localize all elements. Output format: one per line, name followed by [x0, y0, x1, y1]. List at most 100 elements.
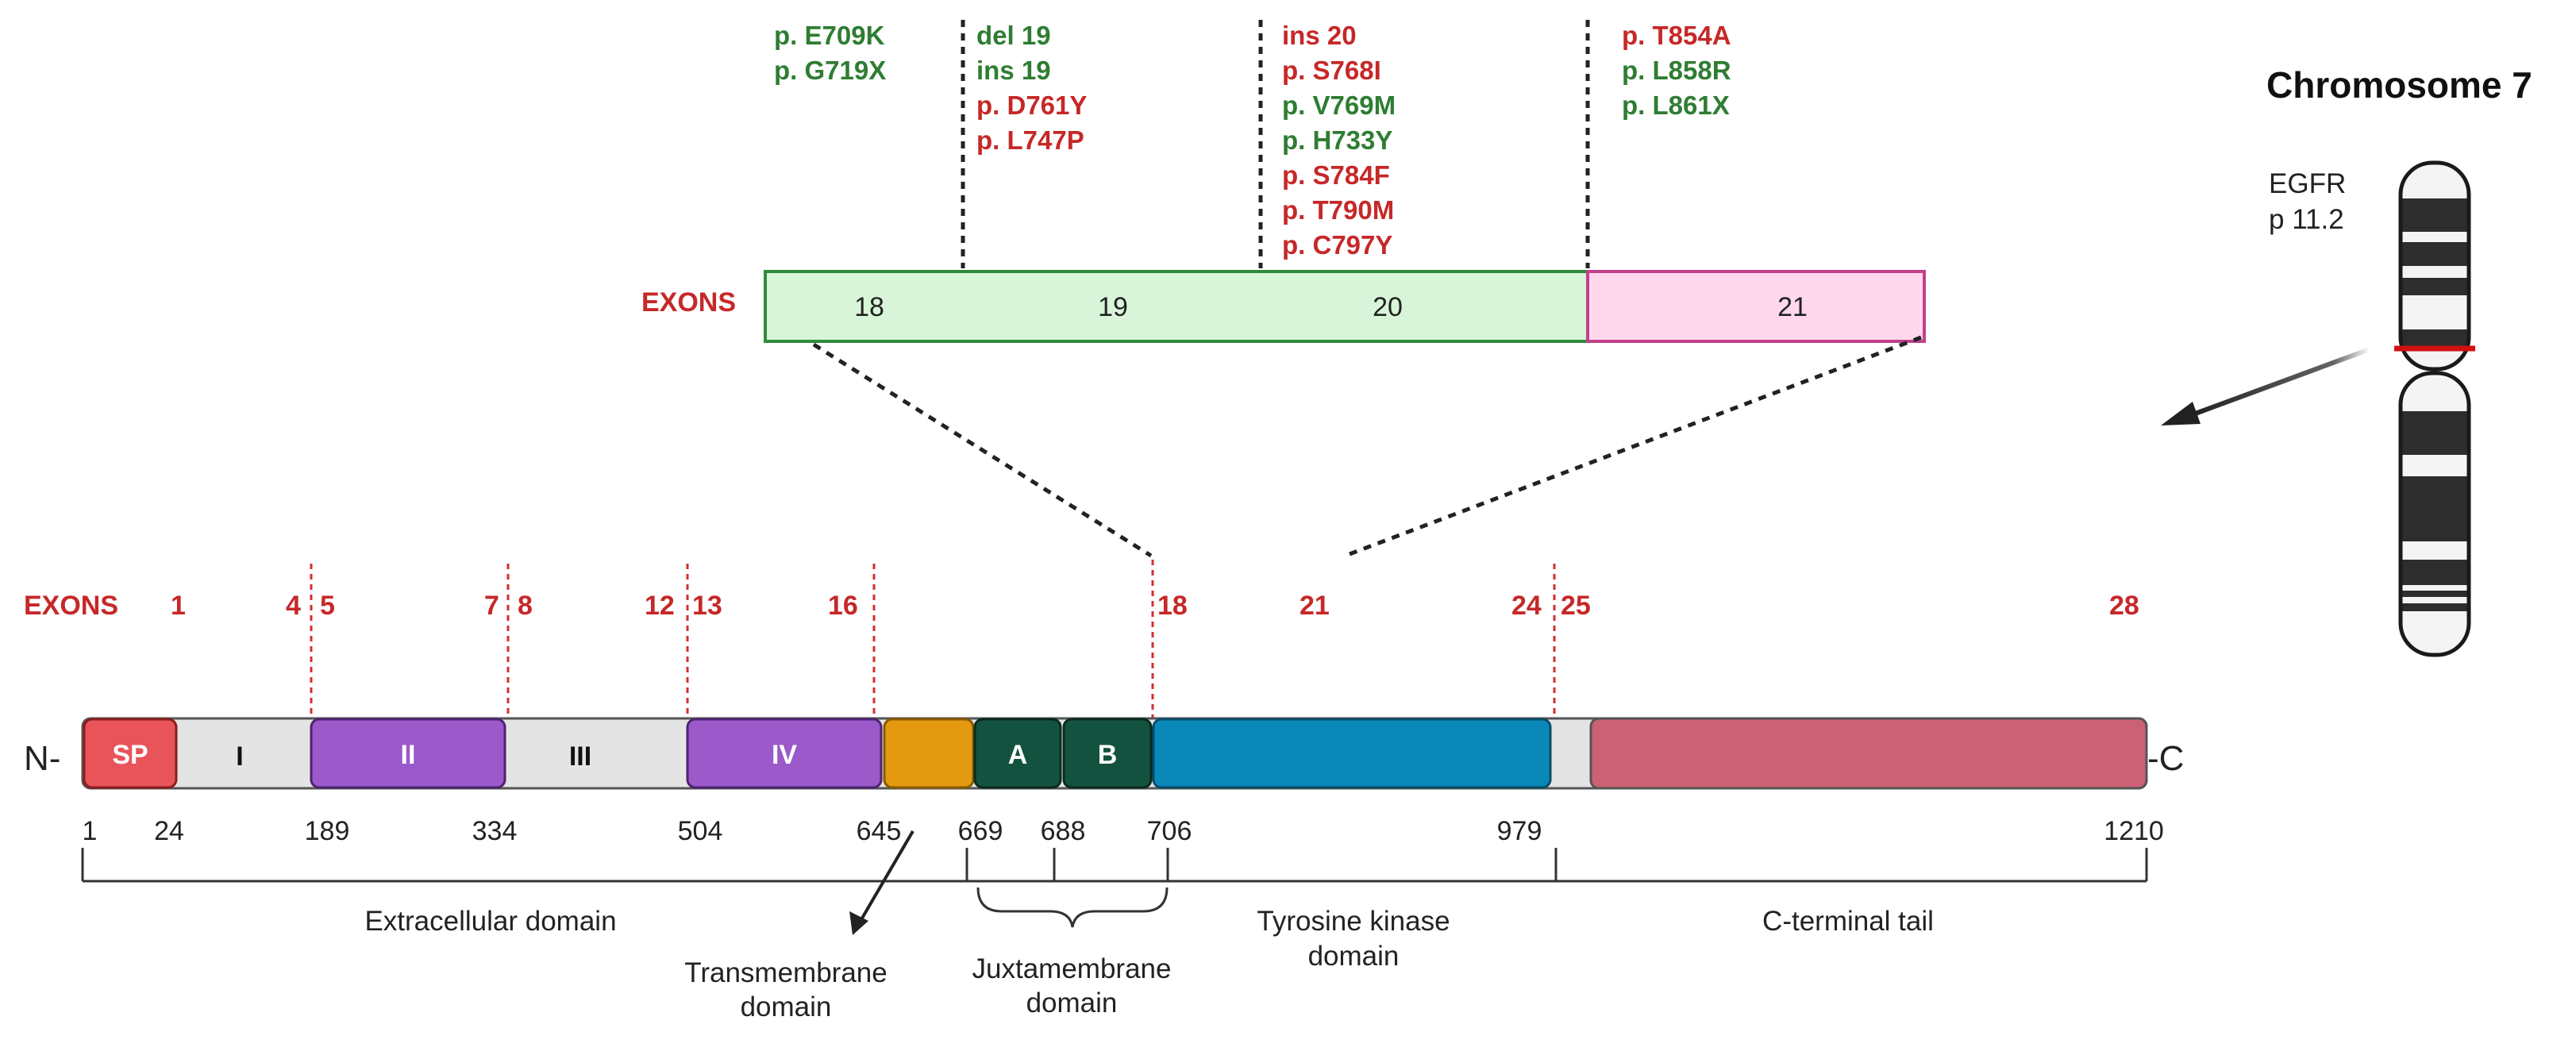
position-label: 706	[1147, 816, 1192, 846]
mutation-label: p. L858R	[1622, 56, 1731, 85]
position-label: 1	[83, 816, 98, 846]
position-label: 334	[472, 816, 518, 846]
segment-label-ii: II	[401, 740, 416, 770]
exon-number: 24	[1511, 591, 1542, 621]
exon-boundaries	[310, 560, 1556, 718]
exon-number: 21	[1777, 292, 1808, 322]
mutation-label: p. D761Y	[976, 90, 1087, 120]
exon-number: 18	[854, 292, 884, 322]
mutation-label: p. V769M	[1282, 90, 1396, 120]
locus-label: p 11.2	[2269, 204, 2344, 235]
chromosome-q-arm	[2398, 371, 2471, 657]
chromosome-title: Chromosome 7	[2266, 64, 2532, 106]
juxtamembrane-a-segment	[973, 718, 1062, 789]
mutation-label: p. L747P	[976, 125, 1084, 155]
top-exon-bar: 18 19 20 21	[764, 270, 1926, 343]
juxtamembrane-label-line2: domain	[1026, 988, 1118, 1018]
position-label: 979	[1497, 816, 1542, 846]
segment-label-a: A	[1008, 740, 1028, 770]
mutation-label: p. T790M	[1282, 195, 1394, 225]
position-label: 1210	[2104, 816, 2164, 846]
position-label: 24	[154, 816, 184, 846]
mutation-group-exon20: ins 20 p. S768I p. V769M p. H733Y p. S78…	[1282, 21, 1396, 260]
segment-label-iv: IV	[772, 740, 797, 770]
transmembrane-arrow	[849, 830, 914, 935]
transmembrane-label-line1: Transmembrane	[684, 957, 887, 988]
exon-number: 20	[1373, 292, 1403, 322]
exon-number: 7	[484, 591, 499, 621]
domain-ii-segment	[310, 718, 506, 789]
mutation-label: p. T854A	[1622, 21, 1731, 50]
zoom-guides	[812, 335, 1922, 558]
tyrosine-kinase-label-line1: Tyrosine kinase	[1257, 906, 1450, 937]
transmembrane-segment	[883, 718, 975, 789]
chromosome-arrow	[2161, 347, 2371, 425]
bottom-exon-numbers: 1 4 5 7 8 12 13 16 18 21 24 25 28	[171, 591, 2139, 621]
exon-number: 18	[1157, 591, 1188, 621]
segment-label-sp: SP	[112, 740, 148, 770]
n-terminus-label: N-	[24, 739, 60, 778]
top-exons-label: EXONS	[641, 287, 736, 318]
mutation-label: p. H733Y	[1282, 125, 1392, 155]
exon-number: 28	[2109, 591, 2139, 621]
tm-arrow-head-icon	[849, 911, 868, 935]
exon-number: 12	[645, 591, 675, 621]
juxtamembrane-brace	[976, 887, 1169, 928]
position-label: 688	[1041, 816, 1086, 846]
gene-label: EGFR	[2269, 168, 2346, 199]
c-terminal-tail-label: C-terminal tail	[1762, 906, 1934, 937]
mutation-label: ins 20	[1282, 21, 1357, 50]
mutation-group-exon19: del 19 ins 19 p. D761Y p. L747P	[976, 21, 1087, 155]
exon-number: 19	[1098, 292, 1128, 322]
exon-number: 5	[320, 591, 335, 621]
extracellular-domain-label: Extracellular domain	[364, 906, 616, 937]
exon-number: 8	[518, 591, 533, 621]
exon-number: 4	[286, 591, 301, 621]
tyrosine-kinase-label-line2: domain	[1308, 941, 1400, 972]
position-label: 504	[678, 816, 723, 846]
juxtamembrane-b-segment	[1062, 718, 1153, 789]
domain-scale	[81, 848, 2148, 928]
exon-number: 13	[692, 591, 722, 621]
zoom-line-left	[812, 342, 1153, 558]
exon-block-21	[1586, 270, 1926, 343]
protein-bar: SP I II III IV A B	[81, 717, 2148, 790]
segment-label-i: I	[236, 741, 243, 772]
exon-block-18-20	[764, 270, 1589, 343]
mutation-label: del 19	[976, 21, 1051, 50]
chromosome-p-arm	[2398, 160, 2471, 372]
mutation-label: p. S768I	[1282, 56, 1381, 85]
domain-iv-segment	[686, 718, 883, 789]
position-label: 189	[305, 816, 350, 846]
mutation-label: p. S784F	[1282, 160, 1390, 190]
tm-arrow-shaft	[859, 830, 914, 922]
mutation-label: p. E709K	[774, 21, 885, 50]
exon-number: 16	[828, 591, 858, 621]
residue-positions: 1 24 189 334 504 645 669 688 706 979 121…	[83, 816, 2164, 846]
tyrosine-kinase-segment	[1152, 718, 1552, 789]
position-label: 669	[958, 816, 1003, 846]
arrow-head-icon	[2161, 402, 2201, 425]
mutation-label: p. C797Y	[1282, 230, 1392, 260]
segment-label-iii: III	[569, 741, 591, 772]
bottom-exons-label: EXONS	[24, 591, 118, 621]
exon-separators	[961, 20, 1590, 268]
mutation-label: p. G719X	[774, 56, 886, 85]
mutation-group-exon21: p. T854A p. L858R p. L861X	[1622, 21, 1731, 120]
position-label: 645	[857, 816, 902, 846]
transmembrane-label-line2: domain	[741, 991, 832, 1022]
signal-peptide-segment	[83, 718, 178, 789]
c-terminus-label: -C	[2147, 739, 2184, 778]
chromosome-7	[2394, 160, 2475, 657]
segment-label-b: B	[1098, 740, 1118, 770]
arrow-shaft	[2189, 347, 2371, 418]
mutation-group-exon18: p. E709K p. G719X	[774, 21, 886, 85]
exon-number: 25	[1561, 591, 1591, 621]
mutation-label: p. L861X	[1622, 90, 1730, 120]
mutation-label: ins 19	[976, 56, 1051, 85]
juxtamembrane-label-line1: Juxtamembrane	[972, 953, 1172, 984]
zoom-line-right	[1349, 335, 1922, 556]
exon-number: 21	[1300, 591, 1330, 621]
exon-number: 1	[171, 591, 186, 621]
